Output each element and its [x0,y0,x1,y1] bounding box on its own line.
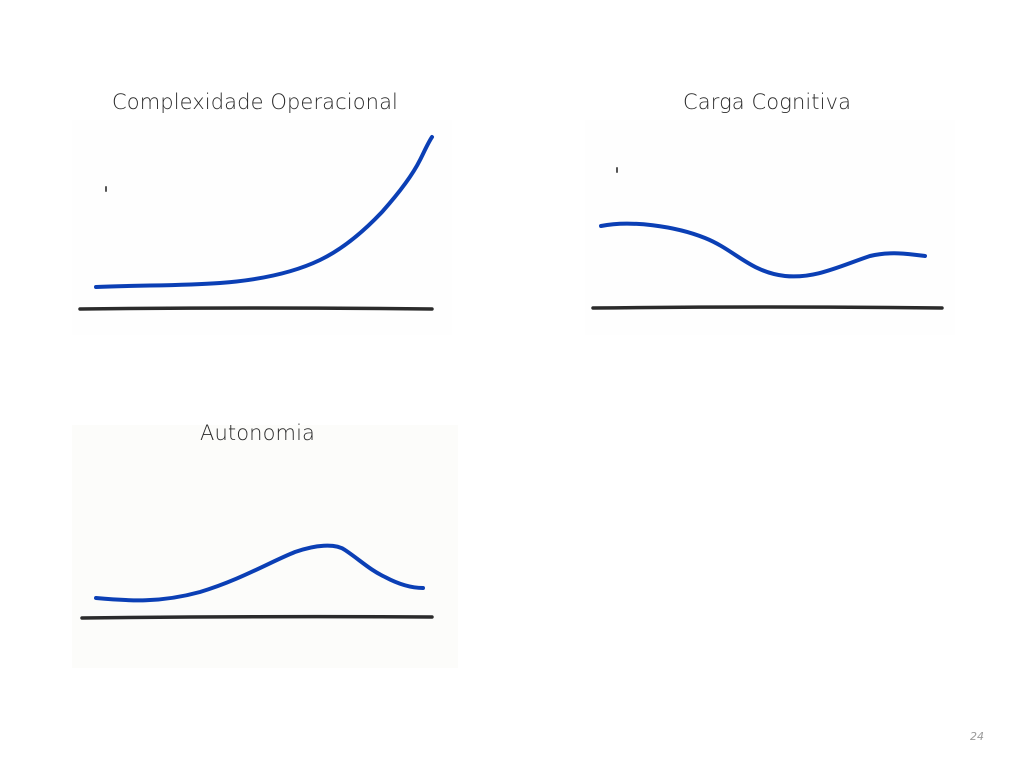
autonomy-baseline [80,614,434,620]
sketch-complexity [78,135,434,311]
cognitive-load-curve [599,221,927,279]
panel-background-cognitive-load [585,120,955,335]
page-number: 24 [970,730,984,743]
panel-title-autonomy: Autonomia [200,421,315,445]
sketch-autonomy [80,543,434,620]
sketch-cognitive-load [591,167,944,310]
panel-title-complexity: Complexidade Operacional [112,90,398,114]
complexity-curve [94,135,434,289]
panel-background-complexity [72,120,452,335]
panel-background-autonomy [72,425,458,668]
autonomy-curve [94,543,425,603]
cognitive-load-baseline [591,305,944,310]
panel-title-cognitive-load: Carga Cognitiva [683,90,852,114]
complexity-baseline [78,306,434,311]
